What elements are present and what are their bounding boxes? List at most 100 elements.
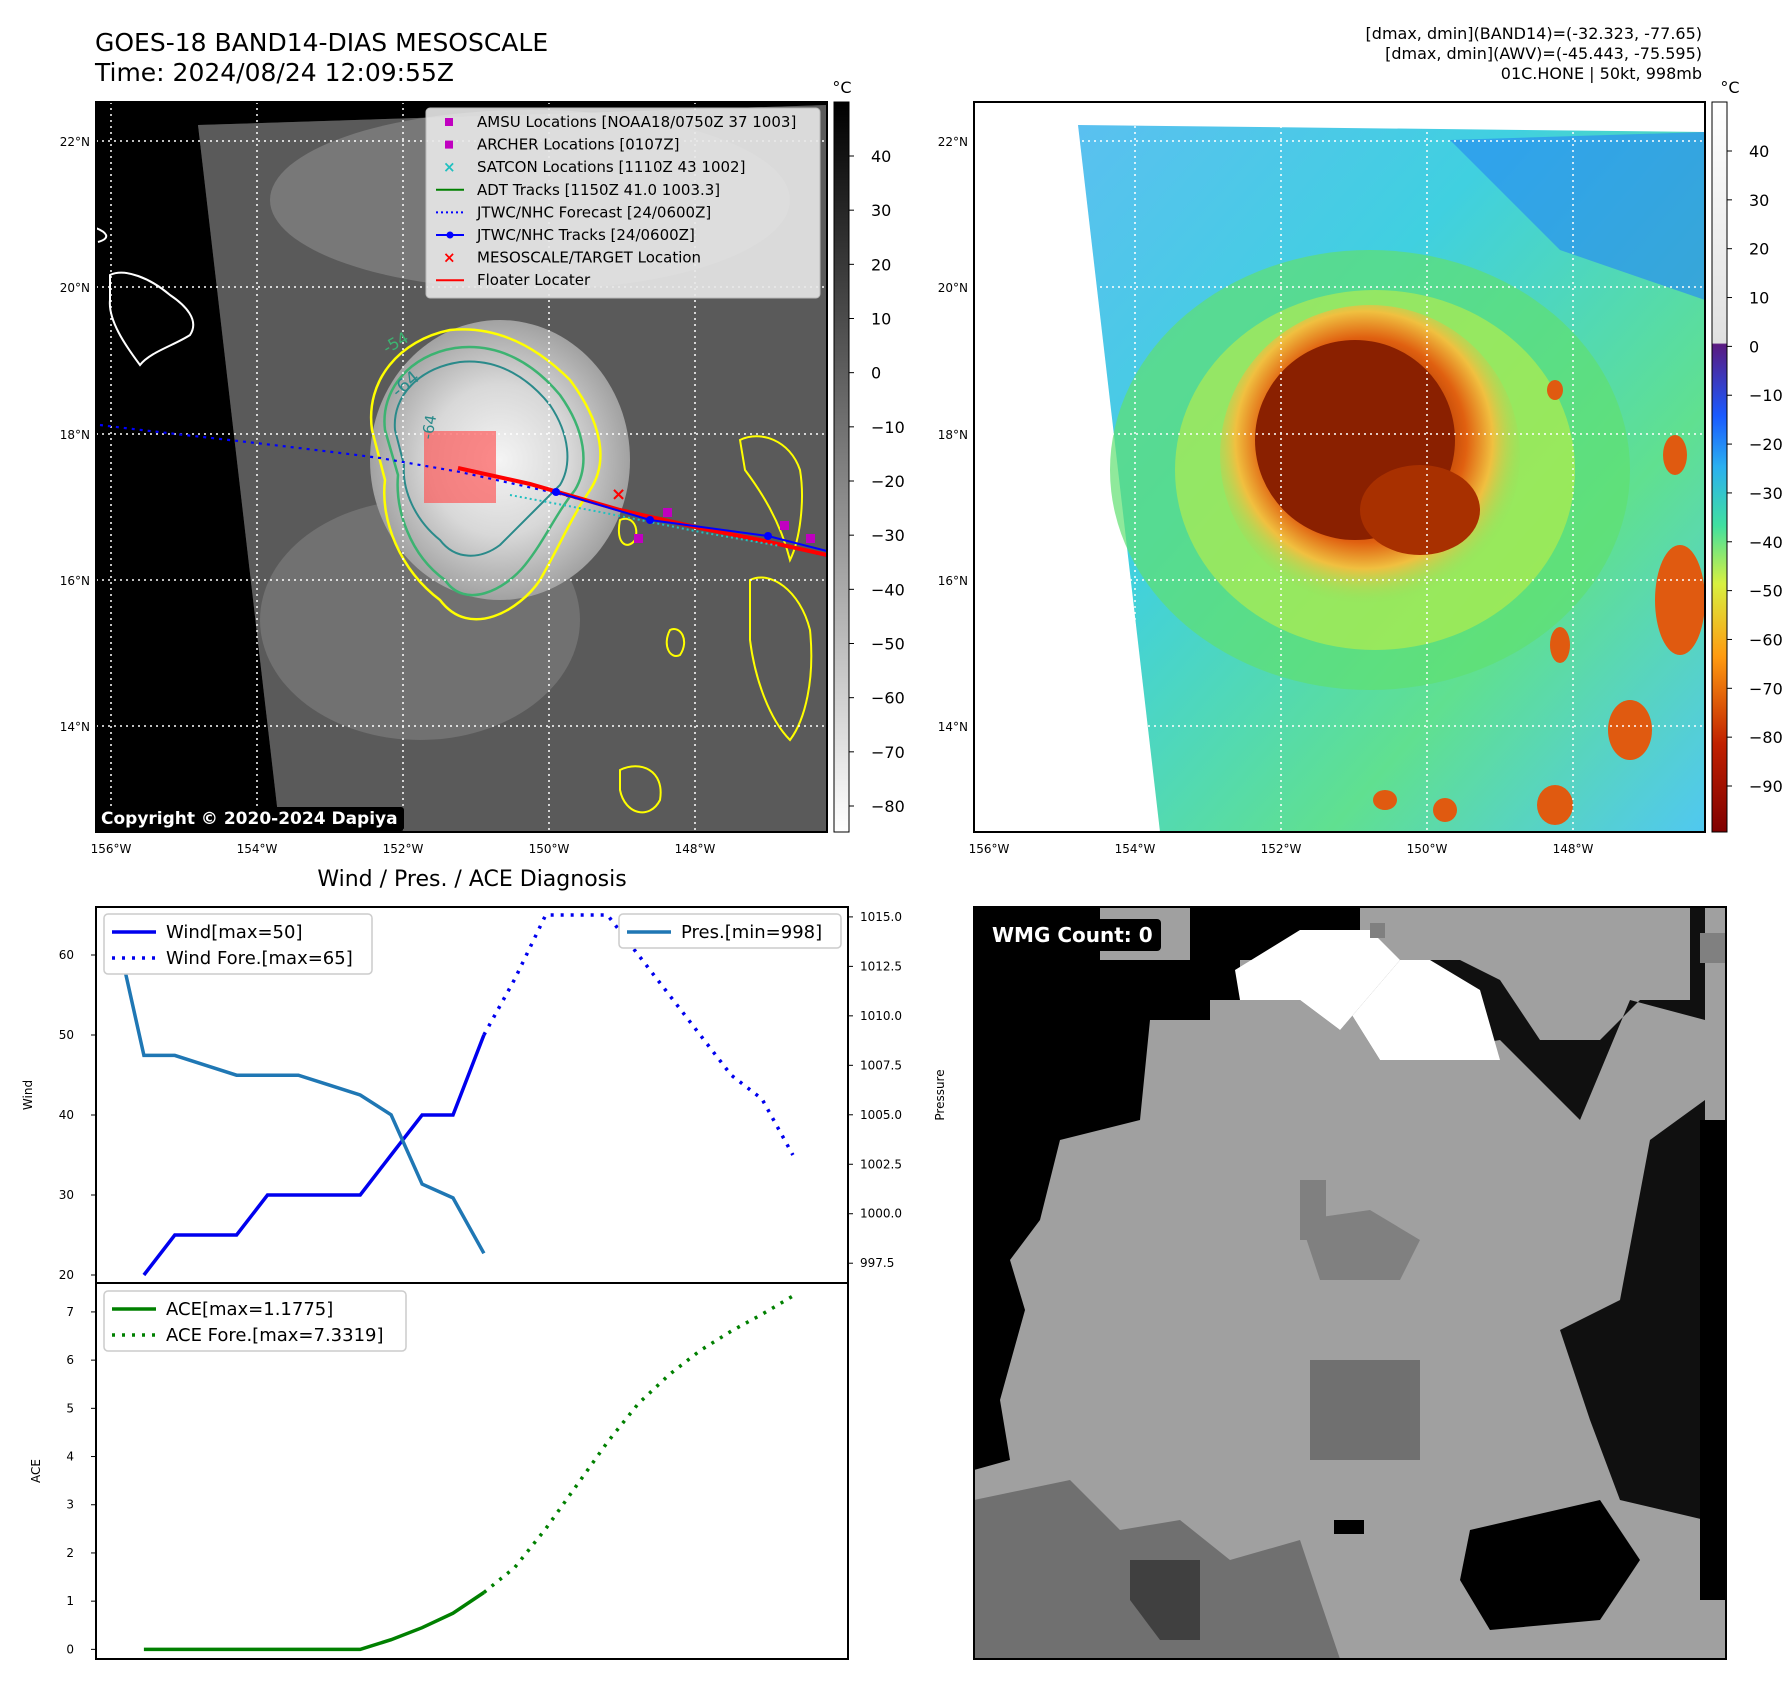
forecast-track xyxy=(99,423,827,558)
awv-range: [dmax, dmin](AWV)=(-45.443, -75.595) xyxy=(1385,44,1702,63)
legend-entry: × MESOSCALE/TARGET Location xyxy=(443,249,701,267)
y-right-tick-label: 1012.5 xyxy=(860,959,902,973)
legend-label: Wind Fore.[max=65] xyxy=(166,948,353,969)
awv-lon-labels: 156°W 154°W 152°W 150°W 148°W xyxy=(969,842,1594,856)
series-line xyxy=(142,1034,486,1277)
y-tick-label: 7 xyxy=(66,1305,74,1319)
y-right-tick-label: 1010.0 xyxy=(860,1009,902,1023)
ir-legend: AMSU Locations [NOAA18/0750Z 37 1003] ARC… xyxy=(425,107,821,299)
lon-label: 156°W xyxy=(969,842,1010,856)
colorbar-tick-label: −70 xyxy=(1749,679,1783,698)
lat-label: 14°N xyxy=(60,720,90,734)
lon-label: 148°W xyxy=(675,842,716,856)
figure-title: GOES-18 BAND14-DIAS MESOSCALE xyxy=(95,28,549,57)
legend-label: JTWC/NHC Forecast [24/0600Z] xyxy=(476,203,711,221)
band14-range: [dmax, dmin](BAND14)=(-32.323, -77.65) xyxy=(1365,24,1702,43)
y-tick-label: 40 xyxy=(59,1108,74,1122)
y-tick-label: 1 xyxy=(66,1594,74,1608)
diagnosis-title: Wind / Pres. / ACE Diagnosis xyxy=(317,867,626,892)
ir-frame xyxy=(95,101,828,833)
y-tick-label: 30 xyxy=(59,1188,74,1202)
contour-green xyxy=(383,345,585,597)
lat-label: 14°N xyxy=(938,720,968,734)
awv-lat-labels: 22°N 20°N 18°N 16°N 14°N xyxy=(938,135,968,734)
legend-label: Wind[max=50] xyxy=(166,922,303,943)
y-right-tick-label: 1000.0 xyxy=(860,1207,902,1221)
legend-label: MESOSCALE/TARGET Location xyxy=(477,249,701,267)
colorbar-tick-label: −20 xyxy=(1749,435,1783,454)
colorbar-tick-label: 40 xyxy=(871,147,891,166)
awv-colorbar xyxy=(1711,101,1728,833)
awv-frame xyxy=(973,101,1706,833)
colorbar-tick-label: −40 xyxy=(1749,533,1783,552)
contour-teal xyxy=(393,360,569,557)
colorbar-tick-label: −60 xyxy=(1749,630,1783,649)
legend-entry: Floater Locater xyxy=(436,271,591,289)
colorbar-tick-label: −90 xyxy=(1749,777,1783,796)
ace-chart: 0 1 2 3 4 5 6 7 ACE ACE[max=1.1775] ACE Fore.[max=… xyxy=(29,1282,849,1660)
series-line xyxy=(482,1294,794,1594)
legend-label: Pres.[min=998] xyxy=(681,922,822,943)
storm-info: 01C.HONE | 50kt, 998mb xyxy=(1500,64,1702,83)
y-right-axis-label: Pressure xyxy=(933,1069,947,1120)
colorbar-tick-label: 30 xyxy=(871,201,891,220)
y-tick-label: 2 xyxy=(66,1546,74,1560)
y-tick-label: 3 xyxy=(66,1498,74,1512)
legend-entry: JTWC/NHC Forecast [24/0600Z] xyxy=(436,203,711,221)
wmg-image xyxy=(973,906,1727,1660)
awv-colorbar-ticks: 40 30 20 10 0 −10 −20 −30 −40 −50 −60 −70 −80 −90 xyxy=(1727,142,1783,796)
lon-label: 150°W xyxy=(529,842,570,856)
y-tick-label: 50 xyxy=(59,1028,74,1042)
colorbar-tick-label: 10 xyxy=(871,310,891,329)
ir-colorbar xyxy=(833,101,850,833)
lat-label: 16°N xyxy=(938,574,968,588)
awv-image xyxy=(974,102,1705,832)
legend-entry: ARCHER Locations [0107Z] xyxy=(445,136,680,154)
y-tick-label: 4 xyxy=(66,1450,74,1464)
colorbar-tick-label: −80 xyxy=(871,797,905,816)
legend-marker: × xyxy=(443,249,456,267)
legend-entry: AMSU Locations [NOAA18/0750Z 37 1003] xyxy=(445,113,796,131)
legend-entry: ADT Tracks [1150Z 41.0 1003.3] xyxy=(436,181,720,199)
copyright-badge: Copyright © 2020-2024 Dapiya xyxy=(95,807,404,831)
colorbar-tick-label: −80 xyxy=(1749,728,1783,747)
y-right-tick-label: 1007.5 xyxy=(860,1058,902,1072)
lon-label: 152°W xyxy=(383,842,424,856)
lat-label: 18°N xyxy=(60,428,90,442)
legend-marker: × xyxy=(443,158,456,176)
colorbar-tick-label: −30 xyxy=(871,526,905,545)
lon-label: 156°W xyxy=(91,842,132,856)
legend-entry: × SATCON Locations [1110Z 43 1002] xyxy=(443,158,745,176)
contour-label-3: -64 xyxy=(418,413,440,440)
ir-colorbar-ticks: 40 30 20 10 0 −10 −20 −30 −40 −50 −60 −70 −80 xyxy=(849,147,905,816)
wmg-count-badge: WMG Count: 0 xyxy=(984,919,1161,951)
colorbar-tick-label: 30 xyxy=(1749,191,1769,210)
legend-label: ACE Fore.[max=7.3319] xyxy=(166,1325,384,1346)
colorbar-tick-label: 20 xyxy=(871,255,891,274)
lat-label: 22°N xyxy=(938,135,968,149)
island-outline xyxy=(108,271,195,367)
legend-label: SATCON Locations [1110Z 43 1002] xyxy=(477,158,745,176)
colorbar-tick-label: −50 xyxy=(871,635,905,654)
y-tick-label: 0 xyxy=(66,1642,74,1656)
awv-colorbar-unit: °C xyxy=(1720,78,1739,97)
y-right-tick-label: 1015.0 xyxy=(860,910,902,924)
y-axis-label: ACE xyxy=(29,1459,43,1483)
colorbar-tick-label: −30 xyxy=(1749,484,1783,503)
lon-label: 152°W xyxy=(1261,842,1302,856)
amsu-markers xyxy=(634,508,815,543)
lat-label: 16°N xyxy=(60,574,90,588)
colorbar-tick-label: 10 xyxy=(1749,289,1769,308)
y-tick-label: 60 xyxy=(59,948,74,962)
y-tick-label: 6 xyxy=(66,1353,74,1367)
ir-lon-labels: 156°W 154°W 152°W 150°W 148°W xyxy=(91,842,716,856)
legend-label: JTWC/NHC Tracks [24/0600Z] xyxy=(476,226,695,244)
jtwc-track xyxy=(555,491,827,552)
figure-time: Time: 2024/08/24 12:09:55Z xyxy=(95,58,454,87)
colorbar-tick-label: 20 xyxy=(1749,240,1769,259)
y-tick-label: 20 xyxy=(59,1268,74,1282)
legend-marker-dot xyxy=(446,231,454,239)
colorbar-tick-label: −40 xyxy=(871,580,905,599)
series-line xyxy=(143,1591,485,1652)
